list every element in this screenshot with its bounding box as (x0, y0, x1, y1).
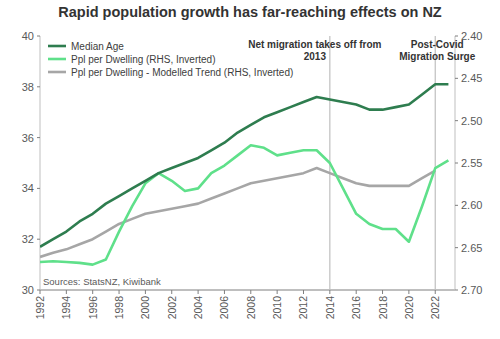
x-tick-label: 2002 (166, 296, 178, 320)
legend-label: Ppl per Dwelling - Modelled Trend (RHS, … (71, 67, 293, 78)
x-tick-label: 2004 (192, 296, 204, 320)
y2-tick (455, 290, 458, 291)
legend-label: Median Age (71, 41, 124, 52)
y-tick-label: 30 (22, 284, 34, 296)
y-tick-label: 34 (22, 182, 34, 194)
y2-tick (455, 120, 458, 121)
y-tick-label: 38 (22, 81, 34, 93)
y2-tick-label: 2.65 (461, 242, 482, 254)
y-tick (37, 239, 40, 240)
x-tick (224, 290, 225, 294)
x-tick-label: 1996 (87, 296, 99, 320)
y-tick (37, 188, 40, 189)
title: Rapid population growth has far-reaching… (58, 4, 442, 20)
y2-tick (455, 78, 458, 79)
annotation-text: Net migration takes off from (248, 39, 381, 50)
legend-swatch (48, 71, 66, 74)
source: Sources: StatsNZ, Kiwibank (43, 276, 161, 287)
series-line (40, 168, 435, 257)
annotation-line (435, 36, 436, 290)
x-tick (119, 290, 120, 294)
y2-tick (455, 205, 458, 206)
x-tick (92, 290, 93, 294)
y2-tick (455, 36, 458, 37)
x-tick (145, 290, 146, 294)
x-tick (66, 290, 67, 294)
x-tick (329, 290, 330, 294)
x-tick (198, 290, 199, 294)
x-tick (171, 290, 172, 294)
annotation-text: Migration Surge (399, 51, 476, 62)
y-tick (37, 86, 40, 87)
x-tick-label: 1994 (60, 296, 72, 320)
y-tick-label: 40 (22, 30, 34, 42)
x-tick-label: 2018 (377, 296, 389, 320)
x-tick (40, 290, 41, 294)
y2-tick-label: 2.50 (461, 115, 482, 127)
plot-area (40, 84, 448, 264)
series-line (40, 145, 448, 264)
annotation-text: 2013 (304, 51, 327, 62)
y-tick (37, 137, 40, 138)
y2-tick (455, 163, 458, 164)
legend-label: Ppl per Dwelling (RHS, Inverted) (71, 54, 216, 65)
x-tick-label: 2020 (403, 296, 415, 320)
y2-tick (455, 247, 458, 248)
x-tick-label: 2000 (139, 296, 151, 320)
x-tick (382, 290, 383, 294)
x-tick-label: 1992 (34, 296, 46, 320)
series-line (40, 84, 448, 247)
legend-swatch (48, 45, 66, 48)
x-tick-label: 1998 (113, 296, 125, 320)
x-tick-label: 2012 (297, 296, 309, 320)
y-tick (37, 36, 40, 37)
x-tick (356, 290, 357, 294)
x-tick-label: 2008 (245, 296, 257, 320)
x-tick (277, 290, 278, 294)
x-tick-label: 2006 (218, 296, 230, 320)
y2-tick-label: 2.55 (461, 157, 482, 169)
y2-tick-label: 2.45 (461, 72, 482, 84)
y2-tick-label: 2.60 (461, 199, 482, 211)
y-tick-label: 36 (22, 132, 34, 144)
x-tick-label: 2010 (271, 296, 283, 320)
y-tick-label: 32 (22, 233, 34, 245)
x-tick (250, 290, 251, 294)
y2-tick-label: 2.70 (461, 284, 482, 296)
x-tick (408, 290, 409, 294)
x-tick-label: 2016 (350, 296, 362, 320)
y-axis (40, 36, 41, 290)
x-tick (303, 290, 304, 294)
annotation-text: Post-Covid (411, 39, 464, 50)
x-axis (40, 290, 455, 291)
x-tick-label: 2014 (324, 296, 336, 320)
chart: Rapid population growth has far-reaching… (0, 0, 500, 339)
legend-swatch (48, 58, 66, 61)
y2-tick-label: 2.40 (461, 30, 482, 42)
x-tick-label: 2022 (429, 296, 441, 320)
x-tick (435, 290, 436, 294)
